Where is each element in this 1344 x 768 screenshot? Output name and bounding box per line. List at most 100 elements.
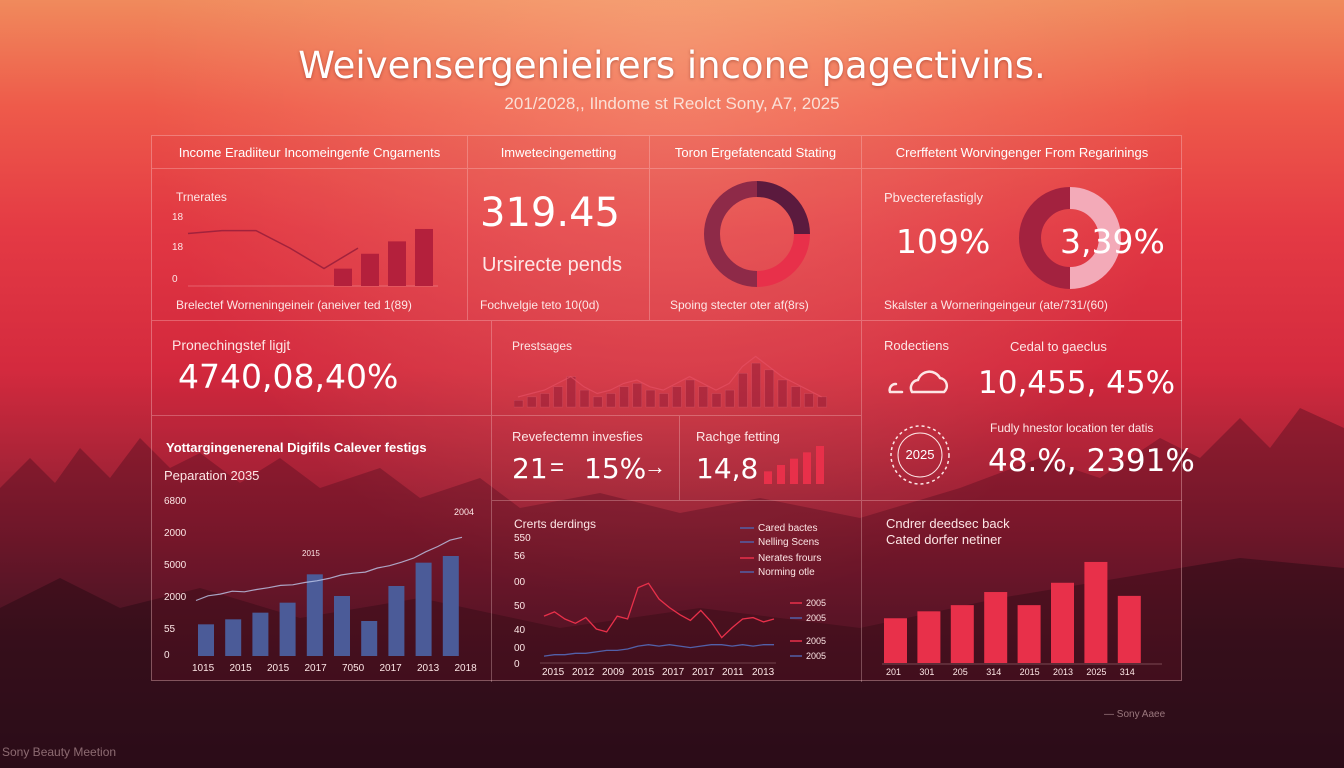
panel-income-trend: Income Eradiiteur Incomeingenfe Cngarnen… [152, 136, 468, 321]
panel-mini-bars: Prestsages [492, 321, 862, 416]
seal-badge-text: 2025 [905, 447, 935, 462]
mini-bar [672, 386, 682, 408]
x-tick-label: 2015 [1020, 667, 1040, 677]
x-tick-label: 2015 [632, 667, 655, 678]
red-bars-title-2: Cated dorfer netiner [886, 532, 1002, 547]
mini-bar [724, 389, 735, 408]
big-percent-label: Pronechingstef ligjt [172, 337, 291, 353]
blue-bar [198, 624, 214, 656]
donut-slice [756, 181, 810, 235]
x-tick-label: 7050 [342, 663, 365, 674]
y-tick-label: 6800 [164, 496, 187, 507]
panel-header: Crerffetent Worvingenger From Regarining… [862, 136, 1182, 169]
rate-value: 14,8 [696, 452, 759, 485]
dashboard-grid: Income Eradiiteur Incomeingenfe Cngarnen… [151, 135, 1195, 682]
mini-bar [526, 396, 537, 408]
series-line [543, 582, 775, 639]
legend-label: Norming otle [758, 567, 815, 578]
panel-donut-status: Toron Ergefatencatd Stating Spoing stect… [650, 136, 862, 321]
mini-bar [592, 396, 603, 408]
x-tick-label: 314 [986, 667, 1001, 677]
blue-bar [388, 586, 405, 656]
red-bars-title-1: Cndrer deedsec back [886, 516, 1010, 531]
x-tick-label: 2017 [662, 667, 685, 678]
donut-slice [756, 233, 810, 287]
legend-label: Nerates frours [758, 553, 821, 564]
panel-header: Imwetecingemetting [468, 136, 649, 169]
mini-bar [817, 396, 827, 408]
panel-caption: Spoing stecter oter af(8rs) [670, 298, 809, 312]
x-tick-label: 2009 [602, 667, 625, 678]
panel-caption: Skalster a Worneringeingeur (ate/731/(60… [884, 298, 1108, 312]
red-bar [1051, 582, 1074, 663]
growth-line [195, 536, 463, 602]
legend-label: 2005 [806, 651, 826, 661]
legend-label: 2005 [806, 598, 826, 608]
percent-donut-chart [1019, 187, 1121, 289]
mini-bar [751, 362, 761, 408]
blue-bar [415, 562, 432, 656]
mini-bar [566, 376, 577, 408]
x-tick-label: 2018 [455, 663, 478, 674]
mini-bar [790, 386, 801, 408]
panel-header: Toron Ergefatencatd Stating [650, 136, 861, 169]
x-tick-label: 2017 [305, 663, 328, 674]
panel-rate: Rachge fetting 14,8 [680, 416, 862, 501]
red-bar [1117, 595, 1141, 663]
x-tick-label: 2015 [542, 667, 565, 678]
donut-slice [1019, 187, 1071, 289]
x-tick-label: 201 [886, 667, 901, 677]
panel-header: Income Eradiiteur Incomeingenfe Cngarnen… [152, 136, 467, 169]
panel-key-value: Imwetecingemetting 319.45 Ursirecte pend… [468, 136, 650, 321]
red-bar [1017, 605, 1041, 663]
y-tick-label: 56 [514, 551, 526, 562]
panel-percent-donut: Crerffetent Worvingenger From Regarining… [862, 136, 1182, 321]
red-bar [984, 592, 1008, 663]
red-bar [884, 618, 907, 663]
mini-bar [698, 386, 709, 408]
chart-title: Trnerates [176, 190, 227, 204]
x-tick-label: 2017 [380, 663, 403, 674]
mini-line [517, 355, 822, 398]
legend-label: 2005 [806, 613, 826, 623]
rate-bar [803, 452, 811, 484]
y-tick-label: 2000 [164, 592, 187, 603]
percent-value-left: 109% [896, 222, 991, 261]
trend-chart: 18 18 0 [172, 212, 438, 287]
blue-bar [225, 619, 242, 656]
arrow-right-icon: → [644, 454, 666, 479]
status-donut-chart [704, 181, 810, 287]
mini-bar [738, 373, 748, 408]
bars-title: Yottargingenerenal Digifils Calever fest… [166, 440, 427, 455]
y-tick-label: 18 [172, 212, 184, 223]
mini-bar [606, 393, 616, 408]
mini-bar-chart [514, 355, 827, 408]
stats-value-2: 48.%, 2391% [988, 443, 1195, 479]
stats-label-3: Fudly hnestor location ter datis [990, 421, 1154, 435]
y-tick-label: 2000 [164, 528, 187, 539]
annotation-label: 2015 [302, 549, 320, 558]
trend-bar [361, 253, 379, 286]
series-line [543, 644, 774, 657]
panel-big-percent: Pronechingstef ligjt 4740,08,40% [152, 321, 492, 416]
y-tick-label: 00 [514, 577, 526, 588]
mini-bar [764, 369, 775, 408]
y-tick-label: 0 [172, 274, 178, 285]
mini-bar [579, 389, 590, 408]
mini-bar [804, 393, 814, 408]
red-bar [917, 611, 941, 663]
donut-slice [1069, 187, 1121, 289]
stats-value: 10,455, 45% [978, 365, 1176, 401]
annotation-label: 2004 [454, 507, 474, 517]
panel-red-bars: Cndrer deedsec back Cated dorfer netiner… [862, 501, 1182, 682]
ratio-left: 21 [512, 452, 548, 485]
rate-mini-bars [764, 446, 824, 484]
rate-bar [816, 446, 824, 484]
panel-digital-bars: Yottargingenerenal Digifils Calever fest… [152, 416, 492, 682]
panel-line-chart: Crerts derdings 550 56 00 50 40 00 0 Cared bact… [492, 501, 862, 682]
red-bar [1084, 561, 1108, 663]
blue-bar [279, 602, 296, 656]
mini-bar [777, 379, 788, 408]
x-tick-label: 2015 [267, 663, 290, 674]
